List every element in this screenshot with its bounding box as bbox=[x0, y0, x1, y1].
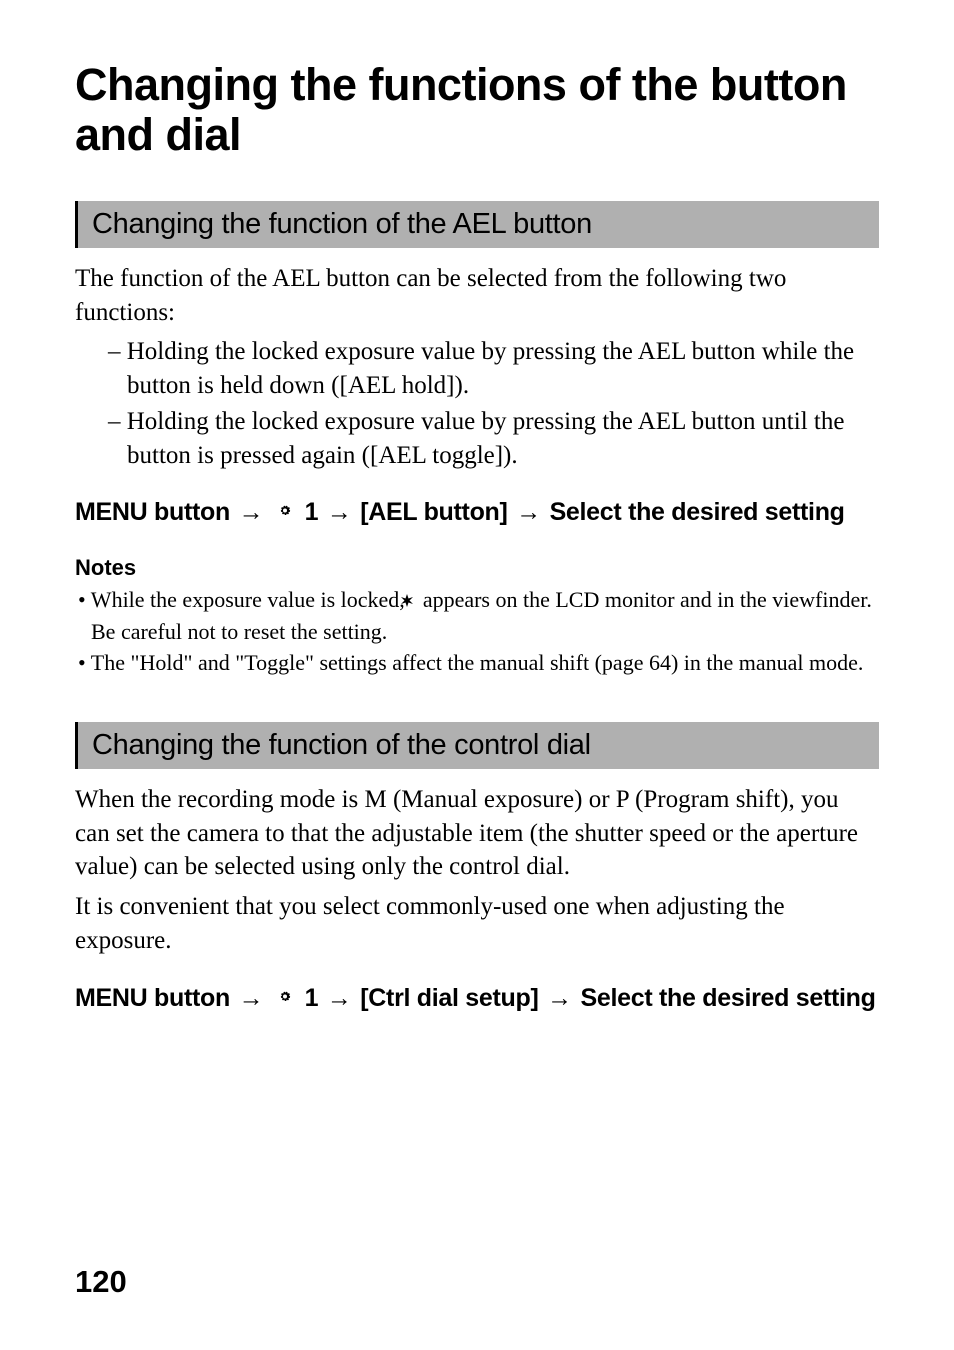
instruction-prefix: MENU button bbox=[75, 984, 237, 1012]
instruction-mid1: 1 bbox=[305, 984, 325, 1012]
arrow-icon: → bbox=[239, 496, 264, 529]
section-header-dial: Changing the function of the control dia… bbox=[75, 722, 879, 769]
intro-text-ael: The function of the AEL button can be se… bbox=[75, 262, 879, 330]
menu-instruction-ael: MENU button → 1 → [AEL button] → Select … bbox=[75, 496, 879, 531]
list-item-ael-hold: – Holding the locked exposure value by p… bbox=[75, 335, 879, 403]
page-number: 120 bbox=[75, 1264, 127, 1300]
menu-instruction-dial: MENU button → 1 → [Ctrl dial setup] → Se… bbox=[75, 982, 879, 1017]
instruction-suffix: Select the desired setting bbox=[550, 498, 845, 526]
note-item-hold-toggle: • The "Hold" and "Toggle" settings affec… bbox=[75, 648, 879, 678]
page-title: Changing the functions of the button and… bbox=[75, 60, 879, 161]
body-text-dial-2: It is convenient that you select commonl… bbox=[75, 890, 879, 958]
list-item-ael-toggle: – Holding the locked exposure value by p… bbox=[75, 405, 879, 473]
instruction-mid1: 1 bbox=[305, 498, 325, 526]
note1-pre: • While the exposure value is locked, bbox=[78, 587, 410, 612]
arrow-icon: → bbox=[239, 982, 264, 1015]
instruction-suffix: Select the desired setting bbox=[581, 984, 876, 1012]
instruction-mid2: [Ctrl dial setup] bbox=[360, 984, 545, 1012]
gear-icon bbox=[275, 984, 295, 1017]
arrow-icon: → bbox=[547, 982, 572, 1015]
body-text-dial-1: When the recording mode is M (Manual exp… bbox=[75, 783, 879, 884]
gear-icon bbox=[275, 498, 295, 531]
instruction-mid2: [AEL button] bbox=[360, 498, 514, 526]
note-item-lock: • While the exposure value is locked, ap… bbox=[75, 585, 879, 646]
section-header-ael: Changing the function of the AEL button bbox=[75, 201, 879, 248]
notes-heading: Notes bbox=[75, 555, 879, 581]
arrow-icon: → bbox=[327, 496, 352, 529]
arrow-icon: → bbox=[327, 982, 352, 1015]
arrow-icon: → bbox=[516, 496, 541, 529]
ael-lock-icon bbox=[412, 587, 415, 617]
instruction-prefix: MENU button bbox=[75, 498, 237, 526]
